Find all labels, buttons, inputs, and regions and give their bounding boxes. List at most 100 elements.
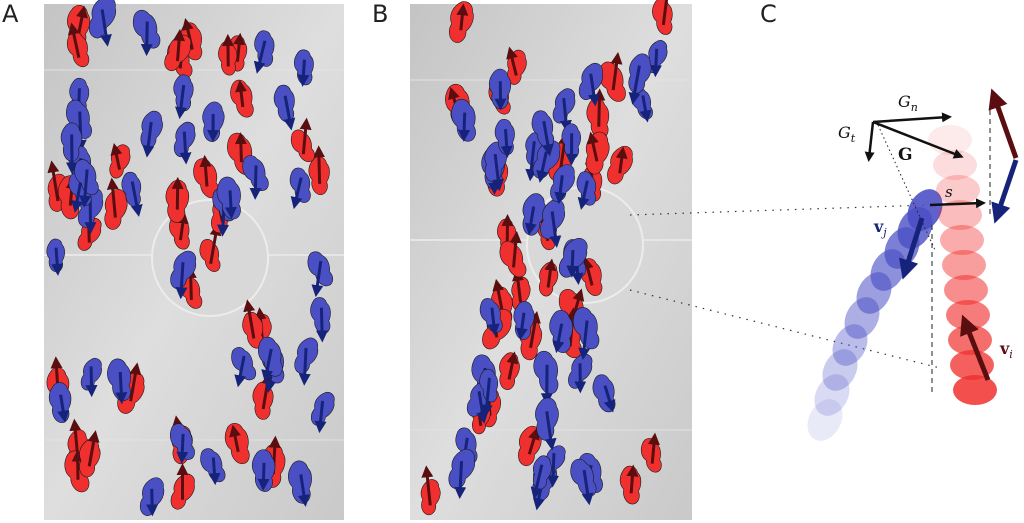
blue-velocity-arrow	[142, 121, 155, 158]
red-velocity-arrow	[299, 117, 312, 155]
red-velocity-arrow	[610, 52, 623, 91]
blue-velocity-arrow	[179, 131, 192, 165]
blue-velocity-arrow	[587, 73, 600, 107]
red-velocity-arrow	[235, 79, 248, 108]
blue-velocity-arrow	[130, 181, 143, 217]
vj-arrow	[899, 217, 925, 280]
blue-velocity-arrow	[524, 206, 537, 236]
blue-agent	[628, 53, 652, 94]
panel-letter-b: B	[372, 0, 389, 28]
blue-agent	[107, 358, 132, 401]
blue-trail-step	[814, 374, 850, 416]
red-velocity-arrow	[527, 427, 540, 455]
blue-velocity-arrow	[314, 400, 327, 434]
gt-arrow	[864, 121, 875, 162]
blue-velocity-arrow	[115, 371, 128, 405]
blue-velocity-arrow	[257, 462, 270, 491]
red-trail-step	[933, 150, 977, 180]
red-velocity-arrow	[181, 17, 194, 50]
red-velocity-arrow	[615, 146, 628, 174]
red-velocity-arrow	[626, 464, 639, 494]
red-velocity-arrow	[110, 142, 123, 170]
blue-velocity-arrow	[525, 141, 538, 182]
blue-velocity-arrow	[261, 348, 274, 383]
label-s: s	[945, 183, 953, 201]
red-agent	[598, 61, 626, 102]
blue-velocity-arrow	[140, 21, 153, 57]
blue-velocity-arrow	[628, 65, 641, 105]
red-trail-step	[942, 250, 986, 280]
red-agent	[199, 239, 221, 272]
blue-trail-step	[832, 324, 868, 366]
blue-velocity-arrow	[175, 262, 188, 300]
blue-velocity-arrow	[492, 153, 505, 192]
red-velocity-arrow	[199, 154, 212, 187]
blue-velocity-arrow	[515, 312, 528, 341]
label-gn: Gn	[898, 92, 918, 114]
blue-trail-step	[907, 189, 943, 231]
red-velocity-arrow	[233, 32, 246, 62]
blue-velocity-arrow	[283, 95, 296, 131]
panel-c-schematic: Gn Gt G s vj vi	[807, 88, 1019, 441]
red-velocity-arrow	[544, 258, 557, 288]
blue-velocity-arrow	[577, 180, 590, 210]
blue-velocity-arrow	[71, 181, 83, 213]
red-velocity-arrow	[173, 28, 186, 62]
red-velocity-arrow	[593, 88, 606, 127]
blue-velocity-arrow	[639, 95, 652, 123]
blue-velocity-arrow	[311, 260, 324, 298]
red-velocity-arrow	[67, 22, 81, 58]
red-velocity-arrow	[456, 3, 469, 31]
zoom-connectors	[629, 204, 941, 369]
blue-velocity-arrow	[175, 84, 187, 120]
blue-velocity-arrow	[559, 97, 572, 133]
blue-velocity-arrow	[649, 48, 662, 78]
red-velocity-arrow	[421, 465, 434, 506]
blue-velocity-arrow	[57, 394, 70, 423]
label-g: G	[898, 145, 913, 165]
blue-velocity-arrow	[316, 307, 329, 343]
blue-velocity-arrow	[176, 433, 189, 464]
blue-velocity-arrow	[249, 165, 262, 200]
red-velocity-arrow	[661, 0, 669, 26]
blue-trail-step	[822, 349, 858, 391]
diagonal-dotted-line	[877, 124, 936, 251]
red-velocity-arrow	[87, 430, 100, 467]
red-component-arrow	[988, 88, 1019, 159]
panel-letter-c: C	[760, 0, 777, 28]
blue-velocity-arrow	[234, 355, 247, 388]
blue-velocity-arrow	[530, 464, 544, 500]
blue-agent	[531, 110, 555, 148]
gn-arrow	[872, 112, 952, 124]
red-velocity-arrow	[47, 160, 60, 202]
blue-velocity-arrow	[85, 366, 98, 398]
blue-velocity-arrow	[581, 469, 594, 506]
red-trail-step	[938, 200, 982, 230]
red-velocity-arrow	[506, 46, 518, 76]
red-trail-step	[953, 375, 997, 405]
blue-velocity-arrow	[541, 120, 554, 157]
blue-agent-trail	[807, 189, 943, 441]
blue-velocity-arrow	[297, 474, 310, 507]
blue-velocity-arrow	[79, 169, 92, 208]
red-velocity-arrow	[209, 223, 222, 264]
blue-velocity-arrow	[224, 190, 237, 220]
blue-agent	[570, 458, 597, 497]
red-velocity-arrow	[506, 351, 519, 380]
blue-component-arrow	[991, 159, 1019, 224]
red-velocity-arrow	[229, 424, 241, 453]
red-velocity-arrow	[312, 145, 325, 184]
blue-velocity-arrow	[487, 307, 500, 337]
red-velocity-arrow	[529, 310, 541, 349]
blue-velocity-arrow	[146, 488, 159, 517]
label-vj: vj	[873, 217, 887, 239]
label-gt: Gt	[838, 123, 856, 145]
red-trail-step	[940, 225, 984, 255]
blue-velocity-arrow	[547, 453, 560, 488]
panel-letter-a: A	[2, 0, 19, 28]
red-velocity-arrow	[234, 132, 247, 163]
blue-velocity-arrow	[458, 112, 471, 142]
blue-velocity-arrow	[544, 411, 557, 451]
g-arrow	[872, 120, 964, 159]
blue-velocity-arrow	[578, 320, 591, 361]
